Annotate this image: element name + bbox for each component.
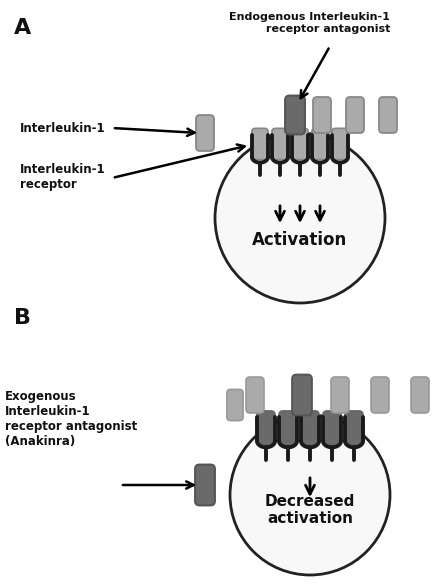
FancyBboxPatch shape <box>285 96 305 134</box>
Text: Interleukin-1
receptor: Interleukin-1 receptor <box>20 163 106 191</box>
Text: B: B <box>14 308 31 328</box>
FancyBboxPatch shape <box>312 129 328 160</box>
FancyBboxPatch shape <box>227 389 243 421</box>
FancyBboxPatch shape <box>292 129 308 160</box>
FancyBboxPatch shape <box>346 97 364 133</box>
FancyBboxPatch shape <box>323 411 341 445</box>
Circle shape <box>230 415 390 575</box>
Text: Exogenous
Interleukin-1
receptor antagonist
(Anakinra): Exogenous Interleukin-1 receptor antagon… <box>5 390 137 448</box>
FancyBboxPatch shape <box>279 411 297 445</box>
FancyBboxPatch shape <box>272 129 288 160</box>
Text: Endogenous Interleukin-1
receptor antagonist: Endogenous Interleukin-1 receptor antago… <box>229 12 390 33</box>
Text: Decreased
activation: Decreased activation <box>265 494 355 526</box>
Text: Activation: Activation <box>253 231 348 249</box>
FancyBboxPatch shape <box>292 375 312 416</box>
Text: Interleukin-1: Interleukin-1 <box>20 122 106 134</box>
FancyBboxPatch shape <box>379 97 397 133</box>
FancyBboxPatch shape <box>331 377 349 413</box>
Text: A: A <box>14 18 31 38</box>
FancyBboxPatch shape <box>345 411 363 445</box>
FancyBboxPatch shape <box>301 411 319 445</box>
FancyBboxPatch shape <box>246 377 264 413</box>
FancyBboxPatch shape <box>371 377 389 413</box>
FancyBboxPatch shape <box>196 115 214 151</box>
FancyBboxPatch shape <box>411 377 429 413</box>
Circle shape <box>215 133 385 303</box>
FancyBboxPatch shape <box>195 464 215 505</box>
FancyBboxPatch shape <box>257 411 275 445</box>
FancyBboxPatch shape <box>313 97 331 133</box>
FancyBboxPatch shape <box>252 129 268 160</box>
FancyBboxPatch shape <box>332 129 348 160</box>
